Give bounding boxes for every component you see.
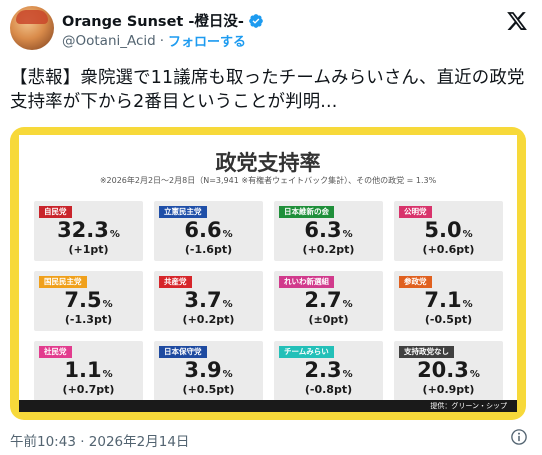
party-change: (+0.7pt) [62,383,115,396]
source-text: 提供：グリーン・シップ [430,402,507,410]
party-tile: 公明党 5.0% (+0.6pt) [394,201,503,261]
party-tile: 日本維新の会 6.3% (+0.2pt) [274,201,383,261]
party-rate-value: 1.1 [64,358,102,382]
party-rate-unit: % [102,369,113,380]
party-label: 国民民主党 [39,276,87,288]
timestamp[interactable]: 午前10:43 · 2026年2月14日 [10,434,190,450]
party-change: (+0.2pt) [302,243,355,256]
party-rate: 6.3% [274,219,383,246]
infographic-subtitle: ※2026年2月2日～2月8日（N=3,941 ※有権者ウェイトバック集計）、そ… [99,176,437,185]
follow-button[interactable]: フォローする [168,35,247,50]
party-tile: 国民民主党 7.5% (-1.3pt) [34,271,143,331]
tweet-text: 【悲報】衆院選で11議席も取ったチームみらいさん、直近の政党支持率が下から2番目… [10,68,525,112]
display-name[interactable]: Orange Sunset -橙日没- [62,14,244,30]
party-rate-value: 6.6 [184,218,222,242]
party-rate-unit: % [222,369,233,380]
party-tile: 立憲民主党 6.6% (-1.6pt) [154,201,263,261]
party-rate: 2.7% [274,289,383,316]
party-rate: 3.7% [154,289,263,316]
party-rate-value: 20.3 [417,358,469,382]
party-tile: 支持政党なし 20.3% (+0.9pt) [394,341,503,401]
party-label: 参政党 [399,276,432,288]
infographic: 政党支持率 ※2026年2月2日～2月8日（N=3,941 ※有権者ウェイトバッ… [19,135,517,412]
party-tile: 参政党 7.1% (-0.5pt) [394,271,503,331]
party-rate: 5.0% [394,219,503,246]
party-label: 日本保守党 [159,346,207,358]
author-name-row: Orange Sunset -橙日没- [62,10,264,31]
party-change: (+0.9pt) [422,383,475,396]
party-rate-unit: % [462,229,473,240]
party-rate-value: 7.1 [424,288,462,312]
party-change: (+1pt) [68,243,109,256]
party-label: 公明党 [399,206,432,218]
party-rate: 1.1% [34,359,143,386]
separator: · [159,32,165,49]
party-rate-unit: % [342,299,353,310]
party-rate: 3.9% [154,359,263,386]
party-rate-unit: % [109,229,120,240]
party-change: (-1.3pt) [64,313,113,326]
party-rate-value: 7.5 [64,288,102,312]
party-label: 日本維新の会 [279,206,334,218]
party-change: (-0.8pt) [304,383,353,396]
party-rate-value: 2.7 [304,288,342,312]
party-label: 自民党 [39,206,72,218]
party-rate: 7.5% [34,289,143,316]
party-rate-value: 6.3 [304,218,342,242]
handle-row: @Ootani_Acid · フォローする [62,31,247,51]
info-icon[interactable] [510,428,528,446]
party-change: (-1.6pt) [184,243,233,256]
party-rate: 32.3% [34,219,143,246]
party-rate-value: 2.3 [304,358,342,382]
party-change: (+0.5pt) [182,383,235,396]
x-logo-icon[interactable] [506,10,528,32]
party-label: 共産党 [159,276,192,288]
party-rate: 7.1% [394,289,503,316]
party-rate-unit: % [102,299,113,310]
party-label: チームみらい [279,346,334,358]
infographic-title: 政党支持率 [215,151,321,175]
party-tile: 日本保守党 3.9% (+0.5pt) [154,341,263,401]
party-change: (+0.6pt) [422,243,475,256]
party-change: (±0pt) [308,313,349,326]
party-rate: 6.6% [154,219,263,246]
party-tile: 社民党 1.1% (+0.7pt) [34,341,143,401]
party-rate-value: 32.3 [57,218,109,242]
party-label: 立憲民主党 [159,206,207,218]
party-label: 支持政党なし [399,346,454,358]
party-change: (+0.2pt) [182,313,235,326]
party-rate: 20.3% [394,359,503,386]
party-rate-unit: % [469,369,480,380]
party-tile: チームみらい 2.3% (-0.8pt) [274,341,383,401]
party-rate-value: 3.7 [184,288,222,312]
tweet-image[interactable]: 政党支持率 ※2026年2月2日～2月8日（N=3,941 ※有権者ウェイトバッ… [10,127,526,420]
verified-badge-icon [249,13,263,28]
party-label: れいわ新選組 [279,276,334,288]
party-tile: 共産党 3.7% (+0.2pt) [154,271,263,331]
party-rate: 2.3% [274,359,383,386]
avatar[interactable] [10,6,54,50]
party-tile: れいわ新選組 2.7% (±0pt) [274,271,383,331]
party-tile: 自民党 32.3% (+1pt) [34,201,143,261]
party-rate-unit: % [342,369,353,380]
party-rate-unit: % [222,299,233,310]
handle[interactable]: @Ootani_Acid [62,32,156,49]
source-bar: 提供：グリーン・シップ [19,400,517,412]
party-rate-value: 3.9 [184,358,222,382]
party-rate-unit: % [222,229,233,240]
party-rate-unit: % [342,229,353,240]
party-rate-value: 5.0 [424,218,462,242]
party-change: (-0.5pt) [424,313,473,326]
party-grid: 自民党 32.3% (+1pt) 立憲民主党 6.6% (-1.6pt) 日本維新の会 6.3… [34,191,504,401]
party-label: 社民党 [39,346,72,358]
party-rate-unit: % [462,299,473,310]
